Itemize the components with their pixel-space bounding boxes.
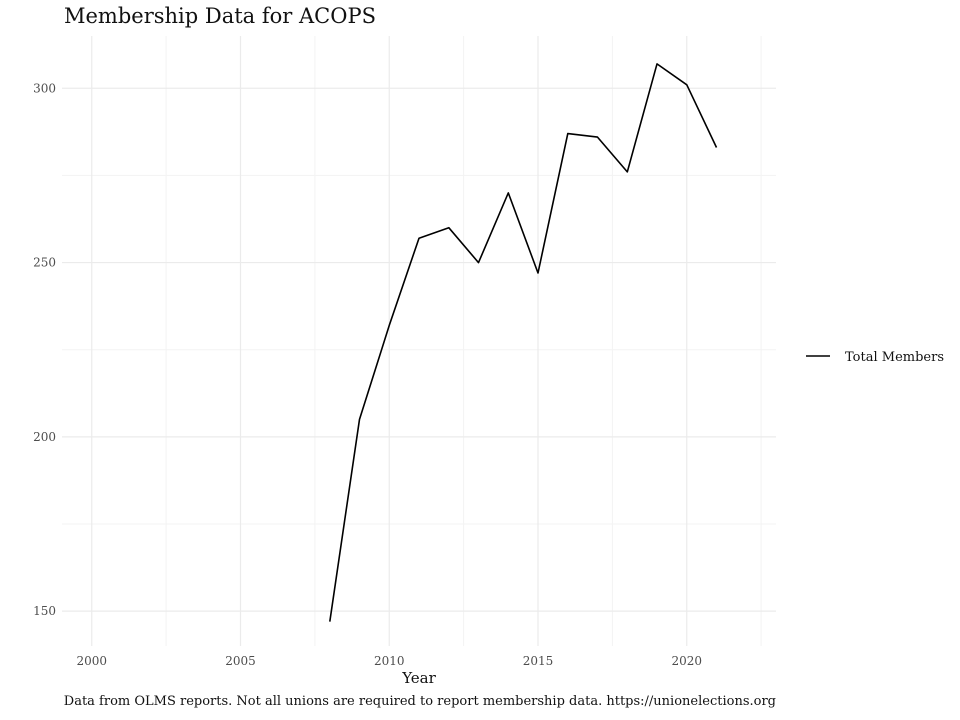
y-axis-tick-labels: 150 200 250 300 — [33, 81, 56, 618]
chart-title: Membership Data for ACOPS — [64, 4, 376, 28]
y-tick-label: 150 — [33, 604, 56, 618]
x-tick-label: 2000 — [76, 654, 107, 668]
x-tick-label: 2010 — [374, 654, 405, 668]
x-axis-title: Year — [401, 669, 436, 687]
x-tick-label: 2005 — [225, 654, 256, 668]
major-gridlines — [62, 36, 776, 646]
series-line-total-members — [329, 63, 718, 622]
legend: Total Members — [806, 350, 944, 365]
series-lines — [329, 63, 718, 622]
chart-caption: Data from OLMS reports. Not all unions a… — [63, 694, 776, 709]
y-tick-label: 300 — [33, 81, 56, 95]
y-tick-label: 200 — [33, 430, 56, 444]
x-axis-tick-labels: 2000 2005 2010 2015 2020 — [76, 654, 702, 668]
x-tick-label: 2020 — [671, 654, 702, 668]
minor-gridlines — [62, 36, 776, 646]
x-tick-label: 2015 — [523, 654, 554, 668]
y-tick-label: 250 — [33, 256, 56, 270]
legend-label-total-members: Total Members — [845, 350, 944, 365]
